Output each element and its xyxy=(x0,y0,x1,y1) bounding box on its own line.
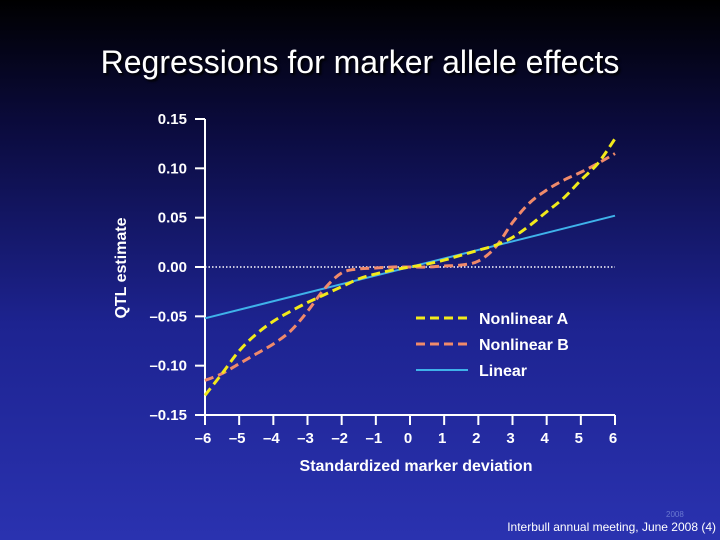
x-tick-label: 0 xyxy=(404,430,412,447)
y-tick-label: 0.05 xyxy=(158,210,187,227)
x-tick-label: –3 xyxy=(297,430,314,447)
legend: Nonlinear A Nonlinear B Linear xyxy=(416,311,569,380)
series-lines xyxy=(203,137,617,397)
y-tick-label: 0.10 xyxy=(158,160,187,177)
y-tick-label: 0.15 xyxy=(158,111,187,128)
small-year-mark: 2008 xyxy=(666,510,684,519)
x-tick-label: –4 xyxy=(263,430,280,447)
legend-label: Nonlinear B xyxy=(479,337,569,354)
x-tick-label: –6 xyxy=(195,430,212,447)
x-tick-label: 3 xyxy=(506,430,514,447)
x-tick-label: 6 xyxy=(609,430,617,447)
legend-label: Linear xyxy=(479,363,527,380)
x-tick-label: 5 xyxy=(575,430,583,447)
x-tick-label: 4 xyxy=(540,430,549,447)
y-tick-label: 0.00 xyxy=(158,259,187,276)
y-tick-label: –0.15 xyxy=(149,407,187,424)
x-tick-label: 2 xyxy=(472,430,480,447)
series-line-nonlinear-b xyxy=(204,152,616,382)
axes: 0.150.100.050.00–0.05–0.10–0.15–6 –5 –4 –3–… xyxy=(149,111,617,447)
x-tick-label: –2 xyxy=(331,430,348,447)
y-axis-label: QTL estimate xyxy=(113,217,130,318)
x-tick-label: 1 xyxy=(438,430,446,447)
y-tick-label: –0.05 xyxy=(149,308,187,325)
x-axis-label: Standardized marker deviation xyxy=(300,458,533,475)
slide-title: Regressions for marker allele effects xyxy=(100,44,620,80)
legend-label: Nonlinear A xyxy=(479,311,569,328)
x-tick-label: –5 xyxy=(229,430,246,447)
y-tick-label: –0.10 xyxy=(149,358,187,375)
x-tick-label: –1 xyxy=(365,430,382,447)
series-line-nonlinear-a xyxy=(203,137,617,397)
slide-footer: Interbull annual meeting, June 2008 (4) xyxy=(507,520,716,534)
